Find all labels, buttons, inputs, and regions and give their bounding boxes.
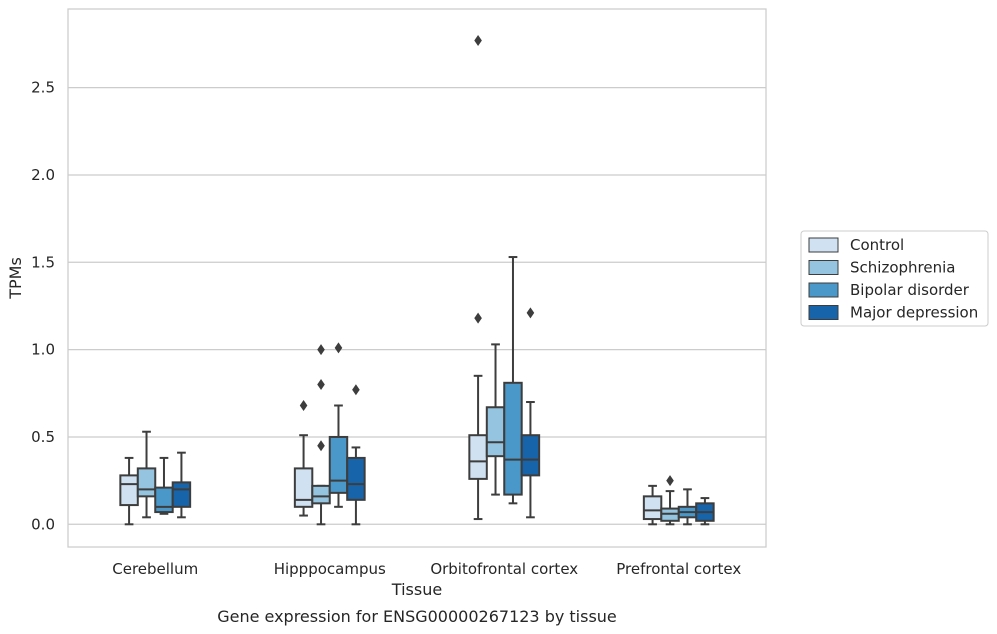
x-tick-label: Prefrontal cortex xyxy=(616,560,741,578)
box-2-1 xyxy=(485,343,506,496)
x-tick-label: Hipppocampus xyxy=(274,560,386,578)
box-iqr xyxy=(293,467,314,508)
box-iqr xyxy=(328,435,349,494)
legend: Control Schizophrenia Bipolar disorder Majo… xyxy=(800,230,989,327)
box-1-0 xyxy=(293,400,314,517)
x-tick-label: Cerebellum xyxy=(112,560,198,578)
legend-swatch xyxy=(808,282,839,298)
outlier-point xyxy=(317,379,325,391)
box-3-2 xyxy=(677,488,698,526)
box-iqr xyxy=(485,406,506,458)
legend-label: Schizophrenia xyxy=(850,259,955,277)
box-iqr xyxy=(468,434,488,480)
x-tick-labels: Cerebellum Hipppocampus Orbitofrontal cort… xyxy=(112,560,741,578)
box-3-0 xyxy=(642,484,663,526)
outlier-point xyxy=(299,400,308,412)
box-0-1 xyxy=(136,430,157,519)
grid-lines xyxy=(68,86,766,525)
box-2-3 xyxy=(520,307,541,519)
x-axis-label: Tissue xyxy=(391,580,442,599)
box-1-3 xyxy=(346,384,366,526)
chart-caption: Gene expression for ENSG00000267123 by t… xyxy=(217,607,617,626)
box-iqr xyxy=(136,467,157,498)
y-tick-label: 2.0 xyxy=(31,166,55,184)
y-tick-label: 2.5 xyxy=(31,79,55,97)
y-tick-label: 1.0 xyxy=(31,341,55,359)
legend-label: Bipolar disorder xyxy=(850,281,970,299)
box-3-1 xyxy=(660,475,680,526)
box-0-3 xyxy=(171,451,192,519)
legend-frame xyxy=(800,230,989,327)
outlier-point xyxy=(334,342,343,354)
box-plot-area xyxy=(119,34,715,526)
x-tick-label: Orbitofrontal cortex xyxy=(430,560,578,578)
y-tick-labels: 0.0 0.5 1.0 1.5 2.0 2.5 xyxy=(31,79,55,534)
outlier-point xyxy=(666,475,674,487)
box-iqr xyxy=(119,474,139,507)
box-iqr xyxy=(503,381,523,496)
box-1-2 xyxy=(328,342,349,508)
box-iqr xyxy=(520,434,541,477)
legend-label: Control xyxy=(850,236,904,254)
box-iqr xyxy=(171,481,192,508)
box-1-1 xyxy=(311,344,331,526)
box-3-3 xyxy=(695,497,715,526)
box-iqr xyxy=(642,495,663,521)
outlier-point xyxy=(317,440,325,452)
box-iqr xyxy=(311,484,331,505)
legend-label: Major depression xyxy=(850,304,978,322)
y-tick-label: 1.5 xyxy=(31,253,55,271)
outlier-point xyxy=(474,34,482,46)
plot-frame xyxy=(67,8,767,548)
legend-swatch xyxy=(808,237,839,253)
y-tick-label: 0.0 xyxy=(31,515,55,533)
outlier-point xyxy=(526,307,535,319)
legend-swatch xyxy=(808,305,839,320)
y-tick-label: 0.5 xyxy=(31,428,55,446)
outlier-point xyxy=(474,312,482,324)
y-axis-label: TPMs xyxy=(6,257,25,300)
box-0-0 xyxy=(119,456,139,526)
outlier-point xyxy=(317,344,325,356)
legend-swatch xyxy=(808,260,839,275)
box-2-2 xyxy=(503,256,523,505)
box-0-2 xyxy=(154,456,174,515)
box-iqr xyxy=(346,456,366,501)
outlier-point xyxy=(352,384,360,396)
legend-entries: Control Schizophrenia Bipolar disorder Majo… xyxy=(808,236,978,322)
box-2-0 xyxy=(468,34,488,521)
box-iqr xyxy=(154,486,174,514)
